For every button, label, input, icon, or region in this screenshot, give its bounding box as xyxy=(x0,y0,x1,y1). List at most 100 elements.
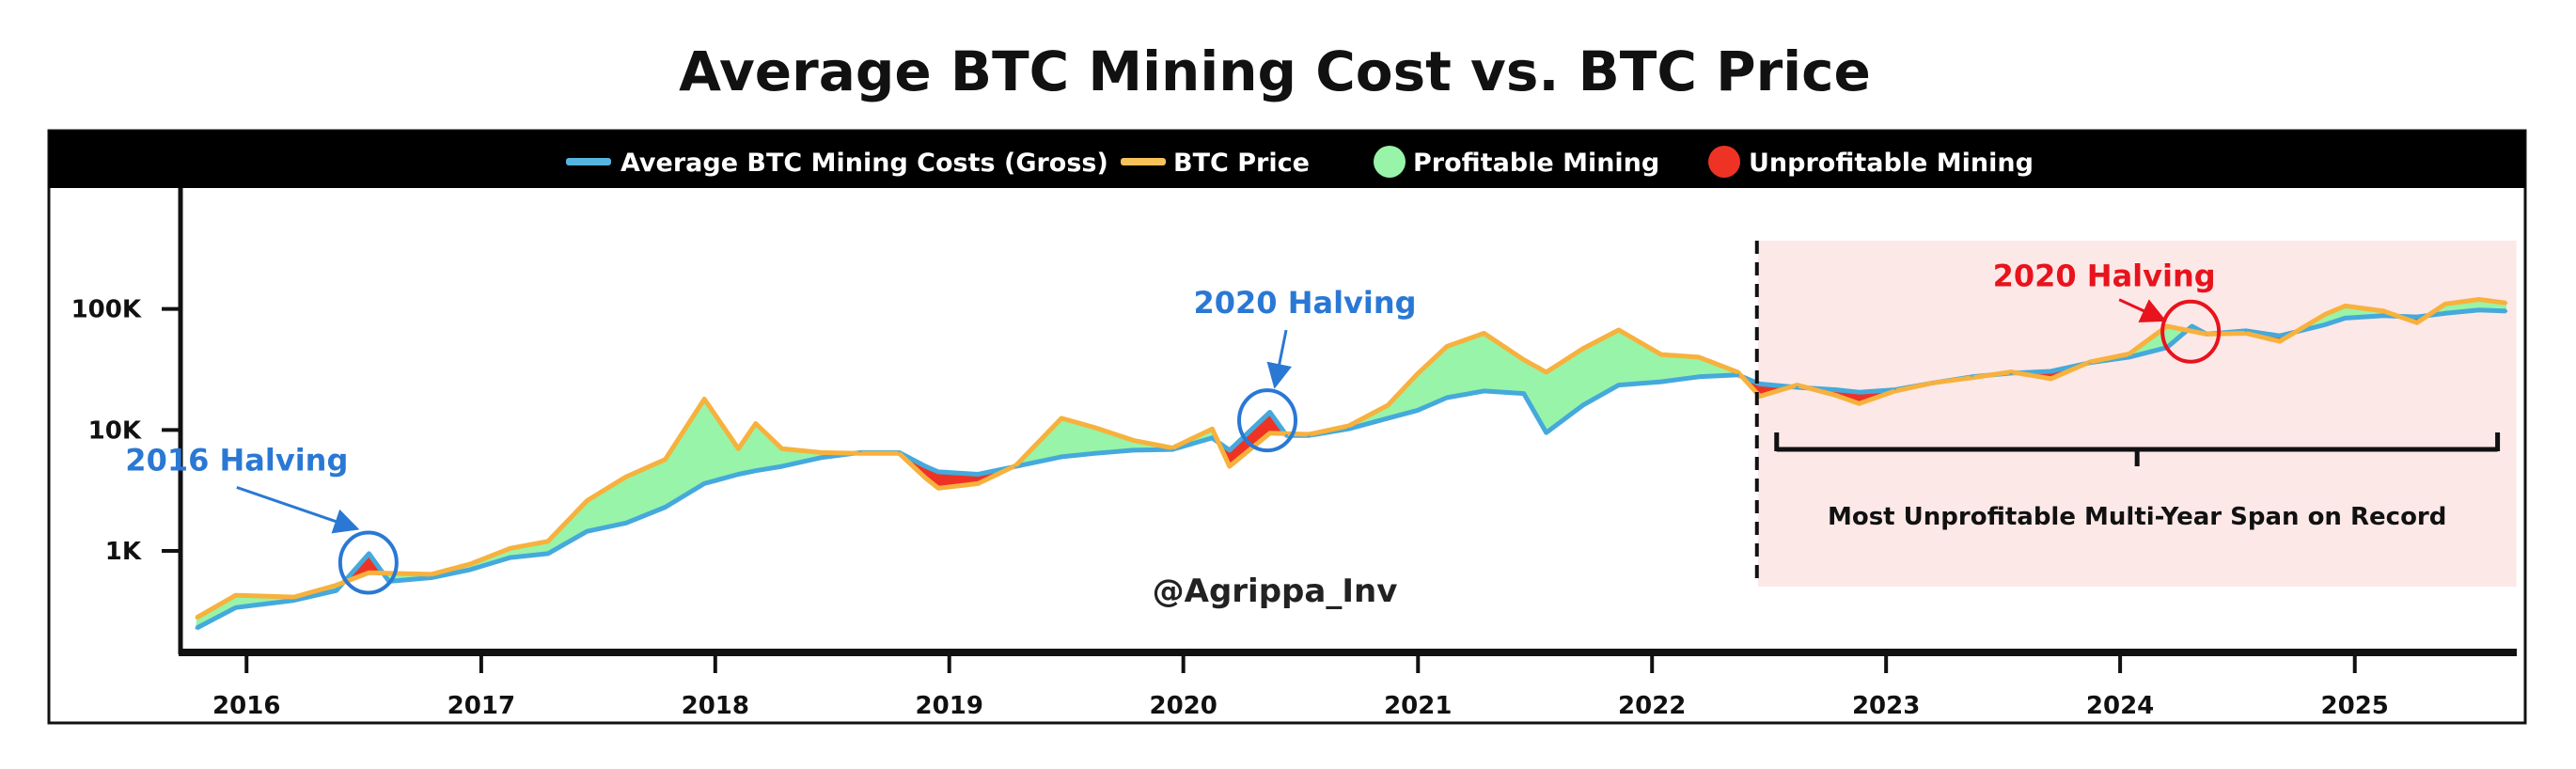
data-point-btc-price xyxy=(2009,370,2013,374)
data-point-btc-price xyxy=(936,486,940,490)
halving-circle xyxy=(2160,299,2222,364)
chart-title: Average BTC Mining Cost vs. BTC Price xyxy=(679,39,1871,103)
data-point-mining-cost xyxy=(702,481,706,485)
x-tick-label: 2025 xyxy=(2321,692,2389,720)
data-point-mining-cost xyxy=(368,552,371,556)
data-point-btc-price xyxy=(1092,426,1096,430)
data-point-btc-price xyxy=(819,450,823,454)
data-point-btc-price xyxy=(1971,376,1974,380)
x-tick-label: 2019 xyxy=(916,692,983,720)
data-point-mining-cost xyxy=(2244,329,2248,333)
watermark-handle: @Agrippa_Inv xyxy=(1153,573,1398,610)
data-point-mining-cost xyxy=(2477,308,2481,312)
data-point-btc-price xyxy=(1228,464,1232,468)
y-tick-label: 1K xyxy=(105,538,142,566)
data-point-btc-price xyxy=(780,447,784,450)
data-point-mining-cost xyxy=(2443,311,2447,315)
data-point-btc-price xyxy=(1581,347,1585,351)
y-tick-label: 10K xyxy=(88,416,142,445)
data-point-mining-cost xyxy=(2343,316,2347,320)
data-point-mining-cost xyxy=(1483,389,1486,393)
data-point-mining-cost xyxy=(234,605,238,609)
data-point-btc-price xyxy=(234,593,238,597)
data-point-mining-cost xyxy=(936,470,940,474)
halving-circle xyxy=(338,530,399,595)
data-point-btc-price xyxy=(1268,432,1272,435)
span-bracket xyxy=(1774,432,2501,466)
data-point-mining-cost xyxy=(585,529,589,533)
data-point-btc-price xyxy=(1931,381,1935,384)
data-point-mining-cost xyxy=(624,521,628,525)
data-point-btc-price xyxy=(585,499,589,503)
data-point-btc-price xyxy=(1795,384,1798,387)
unprofitable-span-shade xyxy=(1757,241,2517,587)
legend-dot-profitable xyxy=(1374,146,1406,178)
data-point-btc-price xyxy=(1659,353,1663,356)
halving-arrow xyxy=(236,486,360,534)
data-point-btc-price xyxy=(368,571,371,574)
data-point-btc-price xyxy=(1893,389,1897,393)
data-point-mining-cost xyxy=(2505,309,2508,313)
data-point-btc-price xyxy=(2381,309,2385,313)
data-point-mining-cost xyxy=(335,589,338,592)
data-point-mining-cost xyxy=(546,552,550,556)
data-point-mining-cost xyxy=(1092,451,1096,455)
point-layer xyxy=(195,297,2508,630)
data-point-btc-price xyxy=(1445,345,1449,349)
data-point-mining-cost xyxy=(736,472,740,476)
data-point-btc-price xyxy=(754,421,758,425)
data-point-btc-price xyxy=(2049,377,2052,381)
data-point-btc-price xyxy=(430,573,433,576)
data-point-mining-cost xyxy=(780,464,784,468)
halving-label: 2020 Halving xyxy=(1993,259,2216,294)
data-point-mining-cost xyxy=(1858,390,1861,394)
data-point-mining-cost xyxy=(1834,388,1838,392)
data-point-mining-cost xyxy=(2278,334,2282,337)
data-point-mining-cost xyxy=(2049,369,2052,373)
series-line-mining-cost xyxy=(195,307,2506,631)
data-point-mining-cost xyxy=(1284,433,1288,437)
data-point-btc-price xyxy=(335,584,338,588)
legend-swatch-btc-price xyxy=(1121,158,1166,165)
x-tick-label: 2022 xyxy=(1618,692,1686,720)
data-point-btc-price xyxy=(2343,304,2347,307)
data-point-mining-cost xyxy=(924,464,928,468)
data-point-btc-price xyxy=(292,595,296,599)
y-ticks: 1K 10K 100K xyxy=(71,296,181,566)
data-point-mining-cost xyxy=(754,469,758,473)
data-point-mining-cost xyxy=(1445,396,1449,400)
data-point-btc-price xyxy=(898,451,902,455)
data-point-btc-price xyxy=(1545,370,1548,374)
data-point-btc-price xyxy=(924,477,928,480)
span-label: Most Unprofitable Multi-Year Span on Rec… xyxy=(1828,503,2446,531)
data-point-btc-price xyxy=(1060,416,1063,420)
data-point-mining-cost xyxy=(1617,384,1621,387)
data-point-btc-price xyxy=(1386,403,1390,407)
data-point-btc-price xyxy=(1416,372,1420,376)
data-point-btc-price xyxy=(1617,328,1621,332)
data-point-btc-price xyxy=(736,447,740,450)
data-point-btc-price xyxy=(1522,358,1526,362)
data-point-mining-cost xyxy=(1131,448,1135,452)
data-point-mining-cost xyxy=(1060,455,1063,459)
data-point-mining-cost xyxy=(1697,375,1701,379)
data-point-btc-price xyxy=(1483,331,1486,335)
data-point-mining-cost xyxy=(1210,436,1214,440)
legend-label-btc-price: BTC Price xyxy=(1173,149,1310,178)
x-tick-label: 2016 xyxy=(212,692,280,720)
data-point-mining-cost xyxy=(819,456,823,460)
data-point-btc-price xyxy=(2505,301,2508,305)
legend-dot-unprofitable xyxy=(1708,146,1740,178)
halving-circle xyxy=(1237,388,1298,453)
data-point-btc-price xyxy=(2205,332,2208,336)
data-point-btc-price xyxy=(2278,339,2282,343)
data-point-mining-cost xyxy=(1386,416,1390,420)
halving-label: 2016 Halving xyxy=(125,442,348,478)
data-point-btc-price xyxy=(2128,352,2131,355)
x-tick-label: 2023 xyxy=(1852,692,1920,720)
data-point-mining-cost xyxy=(1416,409,1420,413)
data-point-mining-cost xyxy=(509,556,512,559)
data-point-btc-price xyxy=(624,475,628,479)
